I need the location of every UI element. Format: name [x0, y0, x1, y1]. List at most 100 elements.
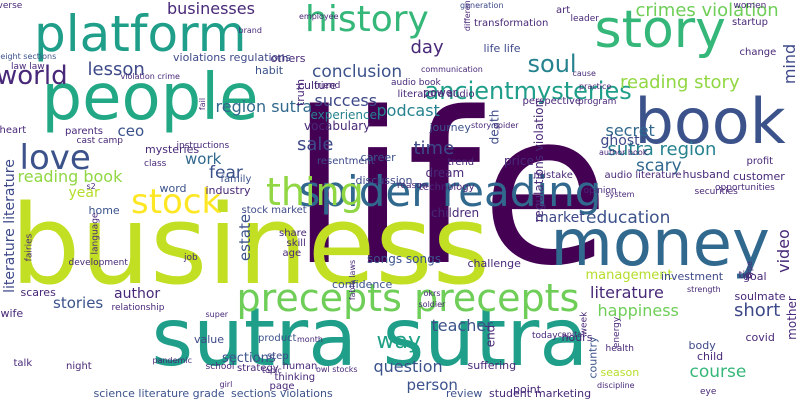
cloud-word: change	[739, 47, 777, 58]
cloud-word: precepts precepts	[236, 276, 580, 320]
cloud-word: discussion	[355, 173, 413, 187]
cloud-word: startup	[732, 17, 768, 28]
cloud-word: business	[10, 181, 490, 309]
cloud-word: lesson	[87, 59, 145, 80]
cloud-word: husband	[682, 167, 730, 181]
cloud-word: friend	[314, 80, 341, 91]
cloud-word: story spider	[471, 121, 519, 130]
cloud-word: sections violations	[231, 386, 333, 400]
cloud-word: person	[406, 375, 458, 394]
cloud-word: culture	[298, 78, 337, 92]
cloud-word: page	[269, 381, 295, 392]
cloud-word: confidence	[332, 277, 393, 291]
cloud-word: author book	[599, 148, 648, 157]
cloud-word: others	[270, 51, 306, 65]
cloud-word: vocabulary	[304, 119, 371, 133]
cloud-word: resentment	[317, 156, 375, 167]
cloud-word: product	[258, 333, 297, 344]
cloud-word: fairies	[24, 233, 35, 261]
cloud-word: life life	[483, 41, 521, 55]
cloud-word: share	[279, 228, 307, 239]
cloud-word: short	[734, 300, 781, 321]
cloud-word: cause	[572, 69, 596, 78]
cloud-word: world	[0, 61, 68, 91]
cloud-word: question	[373, 357, 443, 376]
cloud-word: strength	[687, 285, 721, 294]
cloud-word: ancientmysteries	[424, 77, 632, 105]
cloud-word: success	[314, 91, 378, 110]
cloud-word: platform	[34, 5, 247, 63]
cloud-word: word	[159, 181, 187, 195]
cloud-word: songs songs	[367, 252, 441, 266]
cloud-word: stock	[131, 182, 222, 222]
cloud-word: mistake	[533, 170, 573, 181]
cloud-word: month	[297, 335, 323, 344]
cloud-word: capital	[557, 330, 585, 339]
cloud-word: spider reading	[298, 167, 602, 216]
cloud-word: night	[66, 361, 92, 372]
cloud-word: season	[600, 365, 640, 379]
cloud-word: thinking	[274, 372, 316, 383]
cloud-word: challenge	[467, 256, 521, 270]
cloud-word: teacher	[431, 316, 493, 335]
cloud-word: journey	[429, 120, 471, 134]
cloud-word: education	[586, 207, 671, 228]
cloud-word: conclusion	[312, 61, 403, 82]
cloud-word: management	[585, 267, 673, 283]
cloud-word: thing	[266, 170, 364, 214]
cloud-word: course	[689, 361, 747, 382]
cloud-word: soldier	[418, 300, 446, 309]
cloud-word: suffering	[467, 358, 517, 372]
cloud-word: relationship	[111, 302, 165, 313]
cloud-word: age	[282, 248, 302, 259]
cloud-word: opinion	[583, 185, 617, 196]
cloud-word: cast camp	[76, 135, 124, 146]
cloud-word: sale	[297, 134, 334, 155]
cloud-word: reading book	[17, 167, 123, 186]
cloud-word: leader	[570, 13, 600, 24]
cloud-word: health	[605, 343, 635, 354]
cloud-word: price	[504, 154, 534, 168]
cloud-word: end	[482, 324, 497, 348]
cloud-word: job	[184, 252, 198, 263]
cloud-word: review	[446, 386, 483, 400]
cloud-word: literature audio	[397, 89, 475, 100]
cloud-word: sectioneight sections	[0, 52, 57, 61]
cloud-word: technology	[419, 182, 475, 193]
cloud-word: author	[114, 286, 161, 302]
cloud-word: secret	[605, 121, 655, 140]
cloud-word: school	[205, 361, 235, 372]
cloud-word: verse	[0, 0, 23, 11]
cloud-word: securities	[694, 186, 738, 197]
cloud-word: heart	[0, 125, 27, 136]
cloud-word: audio literature	[604, 170, 682, 181]
cloud-word: strategy	[237, 363, 279, 374]
cloud-word: scary	[636, 155, 682, 176]
cloud-word: sutra sutra	[151, 291, 589, 384]
cloud-word: s2	[86, 182, 96, 191]
cloud-word: perspective	[522, 96, 582, 107]
cloud-word: market	[535, 210, 585, 226]
cloud-word: podcast	[376, 101, 440, 120]
cloud-word: regulations violation	[532, 99, 547, 223]
cloud-word: today	[532, 330, 558, 341]
cloud-word: soul	[527, 50, 577, 78]
cloud-word: sections	[222, 350, 276, 366]
cloud-word: life	[290, 67, 610, 312]
cloud-word: soulmate	[734, 289, 786, 303]
cloud-word: goal	[743, 269, 767, 283]
cloud-word: fear	[209, 162, 243, 183]
cloud-word: fail	[198, 97, 208, 111]
cloud-word: art	[556, 5, 571, 16]
cloud-word: class	[144, 158, 167, 169]
cloud-word: ghost	[600, 133, 640, 149]
cloud-word: law law	[11, 61, 45, 72]
cloud-word: system	[605, 190, 635, 199]
cloud-word: home	[88, 203, 120, 217]
cloud-word: discipline	[597, 381, 635, 390]
cloud-word: violation crime	[120, 72, 180, 81]
cloud-word: estate	[235, 213, 254, 261]
cloud-word: violations regulations	[173, 50, 291, 64]
cloud-word: dream	[425, 166, 465, 180]
cloud-word: transformation	[474, 18, 549, 29]
